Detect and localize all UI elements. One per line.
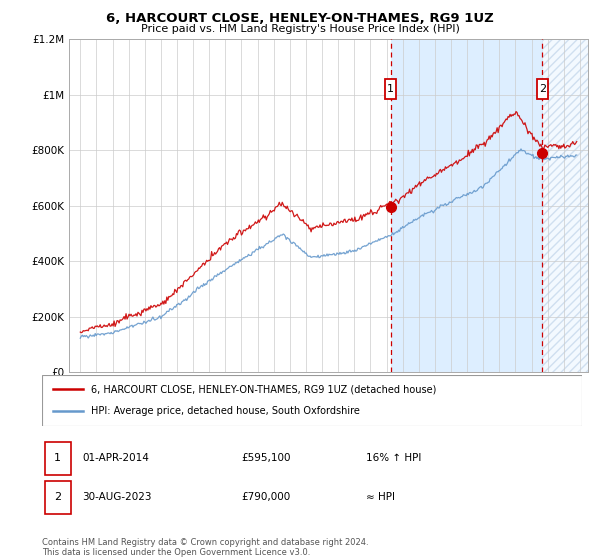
Text: 16% ↑ HPI: 16% ↑ HPI [366,453,421,463]
Text: 1: 1 [387,84,394,94]
Text: 6, HARCOURT CLOSE, HENLEY-ON-THAMES, RG9 1UZ (detached house): 6, HARCOURT CLOSE, HENLEY-ON-THAMES, RG9… [91,384,436,394]
Bar [391,39,542,372]
Bar [542,39,588,372]
FancyBboxPatch shape [385,80,396,99]
Text: HPI: Average price, detached house, South Oxfordshire: HPI: Average price, detached house, Sout… [91,407,359,417]
Text: 6, HARCOURT CLOSE, HENLEY-ON-THAMES, RG9 1UZ: 6, HARCOURT CLOSE, HENLEY-ON-THAMES, RG9… [106,12,494,25]
Text: 1: 1 [54,453,61,463]
Text: ≈ HPI: ≈ HPI [366,492,395,502]
FancyBboxPatch shape [536,80,548,99]
Text: 2: 2 [54,492,61,502]
FancyBboxPatch shape [45,481,71,514]
Text: Price paid vs. HM Land Registry's House Price Index (HPI): Price paid vs. HM Land Registry's House … [140,24,460,34]
Text: 01-APR-2014: 01-APR-2014 [83,453,149,463]
Bar [542,39,588,372]
Text: £595,100: £595,100 [242,453,292,463]
Text: £790,000: £790,000 [242,492,291,502]
Text: Contains HM Land Registry data © Crown copyright and database right 2024.
This d: Contains HM Land Registry data © Crown c… [42,538,368,557]
Text: 2: 2 [539,84,546,94]
Bar [542,39,588,372]
Text: 30-AUG-2023: 30-AUG-2023 [83,492,152,502]
FancyBboxPatch shape [45,442,71,475]
